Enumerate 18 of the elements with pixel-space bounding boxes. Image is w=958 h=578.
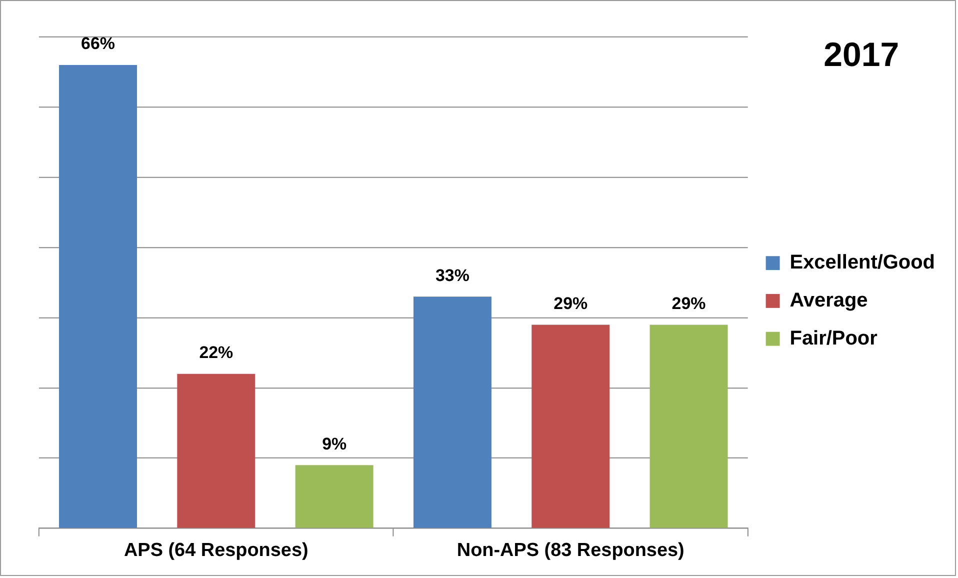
data-label: 22% xyxy=(199,343,234,362)
bar xyxy=(177,374,256,528)
bar xyxy=(650,324,728,528)
data-label: 29% xyxy=(672,294,706,313)
data-label: 33% xyxy=(435,266,470,285)
bar xyxy=(532,324,610,528)
legend-label: Fair/Poor xyxy=(790,327,878,350)
bar xyxy=(295,465,374,528)
bar xyxy=(413,296,492,528)
data-label: 29% xyxy=(554,294,588,313)
data-label: 66% xyxy=(81,34,115,54)
data-label: 9% xyxy=(322,434,347,454)
legend-label: Excellent/Good xyxy=(790,252,935,274)
x-tick-label: Non-APS (83 Responses) xyxy=(456,540,684,561)
x-tick-label: APS (64 Responses) xyxy=(124,540,308,561)
text: 2017 xyxy=(824,36,900,74)
legend-label: Average xyxy=(790,289,868,312)
bar xyxy=(59,64,137,528)
